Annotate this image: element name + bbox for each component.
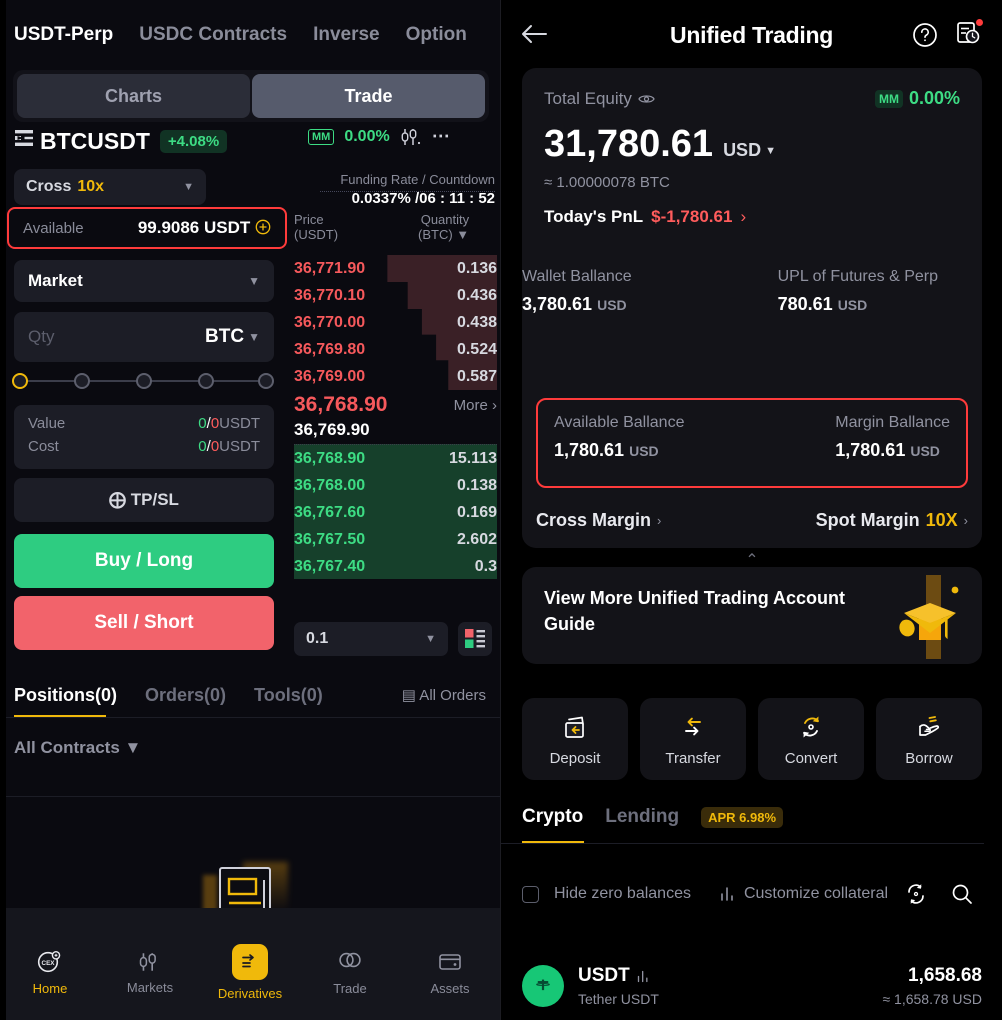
- svg-text:CEX: CEX: [42, 960, 56, 967]
